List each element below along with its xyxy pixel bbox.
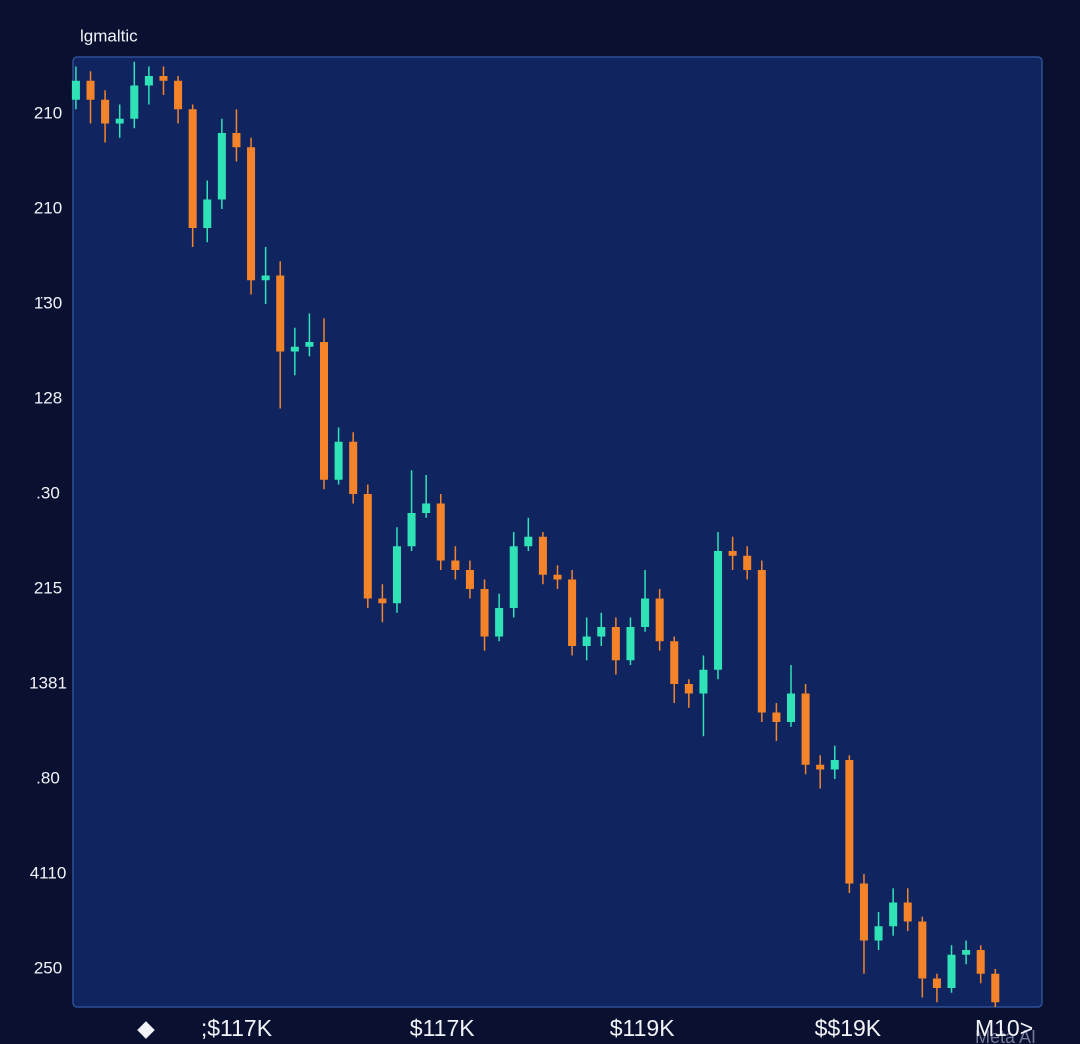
candle-body <box>962 950 971 955</box>
candle-body <box>115 118 124 124</box>
candle-body <box>568 579 577 646</box>
candle-body <box>188 109 197 228</box>
candle-body <box>130 85 139 119</box>
candle-body <box>655 598 664 642</box>
candle-body <box>509 546 518 608</box>
candle-body <box>159 76 168 81</box>
y-tick-label: 210 <box>34 103 62 122</box>
y-tick-label: 215 <box>34 578 62 597</box>
candle-body <box>845 760 854 884</box>
candle-body <box>801 693 810 765</box>
candle-body <box>626 627 635 661</box>
candle-body <box>772 712 781 722</box>
x-tick-label: $$19K <box>815 1015 882 1041</box>
candle-body <box>319 342 329 480</box>
candle-body <box>363 494 372 599</box>
x-tick-label: ◆ <box>137 1015 155 1041</box>
x-tick-label: $117K <box>410 1015 475 1041</box>
candle-body <box>349 441 358 494</box>
candle-body <box>217 133 226 200</box>
candle-body <box>392 546 401 604</box>
candle-body <box>597 627 606 637</box>
y-tick-label: 4110 <box>30 863 67 882</box>
plot-area <box>72 56 1043 1008</box>
candle-body <box>86 80 95 100</box>
candle-body <box>903 902 912 922</box>
candle-body <box>261 275 270 281</box>
watermark: Meta AI <box>975 1027 1036 1044</box>
candle-body <box>684 684 693 694</box>
candle-body <box>334 441 343 480</box>
candle-body <box>582 636 591 646</box>
candle-body <box>670 641 679 684</box>
candle-body <box>874 926 883 941</box>
candle-body <box>480 589 489 637</box>
candle-body <box>699 669 708 694</box>
candle-body <box>71 80 80 100</box>
x-tick-label: M10> <box>975 1015 1033 1041</box>
candle-body <box>174 80 183 110</box>
y-tick-label: 128 <box>34 388 62 407</box>
candle-body <box>830 760 839 770</box>
candle-body <box>203 199 212 228</box>
candle-body <box>538 536 547 575</box>
candle-body <box>947 954 956 988</box>
candle-body <box>991 973 1000 1003</box>
y-tick-label: 1381 <box>29 673 67 692</box>
candle-body <box>232 133 241 148</box>
candle-body <box>101 99 110 124</box>
candle-body <box>407 513 416 547</box>
y-tick-label: .30 <box>36 483 60 502</box>
candle-body <box>743 555 752 570</box>
candle-body <box>714 551 723 670</box>
candle-body <box>422 503 431 513</box>
candle-body <box>816 764 825 770</box>
x-tick-label: ;$117K <box>201 1015 273 1041</box>
candle-body <box>786 693 796 722</box>
y-tick-label: .80 <box>36 768 60 787</box>
candle-body <box>728 551 737 556</box>
candle-body <box>144 76 153 86</box>
candle-body <box>932 978 941 988</box>
candle-body <box>641 598 650 627</box>
candle-body <box>436 503 445 561</box>
candle-body <box>859 883 868 941</box>
candle-body <box>611 627 620 661</box>
x-tick-label: $119K <box>610 1015 675 1041</box>
candle-body <box>524 536 533 547</box>
candle-body <box>276 275 285 352</box>
candle-body <box>378 598 387 604</box>
candle-body <box>757 570 766 713</box>
candle-body <box>465 570 474 589</box>
y-tick-label: 1̈30 <box>34 293 62 312</box>
candle-body <box>247 147 256 281</box>
candle-body <box>451 560 460 570</box>
chart-title: lgmaltic <box>80 26 138 45</box>
candle-body <box>495 608 504 637</box>
candle-body <box>305 342 314 347</box>
candle-body <box>889 902 898 927</box>
y-tick-label: 250 <box>34 958 62 977</box>
candle-body <box>290 346 299 352</box>
candle-body <box>553 574 562 580</box>
candle-body <box>976 950 985 974</box>
candle-body <box>918 921 927 979</box>
y-tick-label: 210 <box>34 198 62 217</box>
